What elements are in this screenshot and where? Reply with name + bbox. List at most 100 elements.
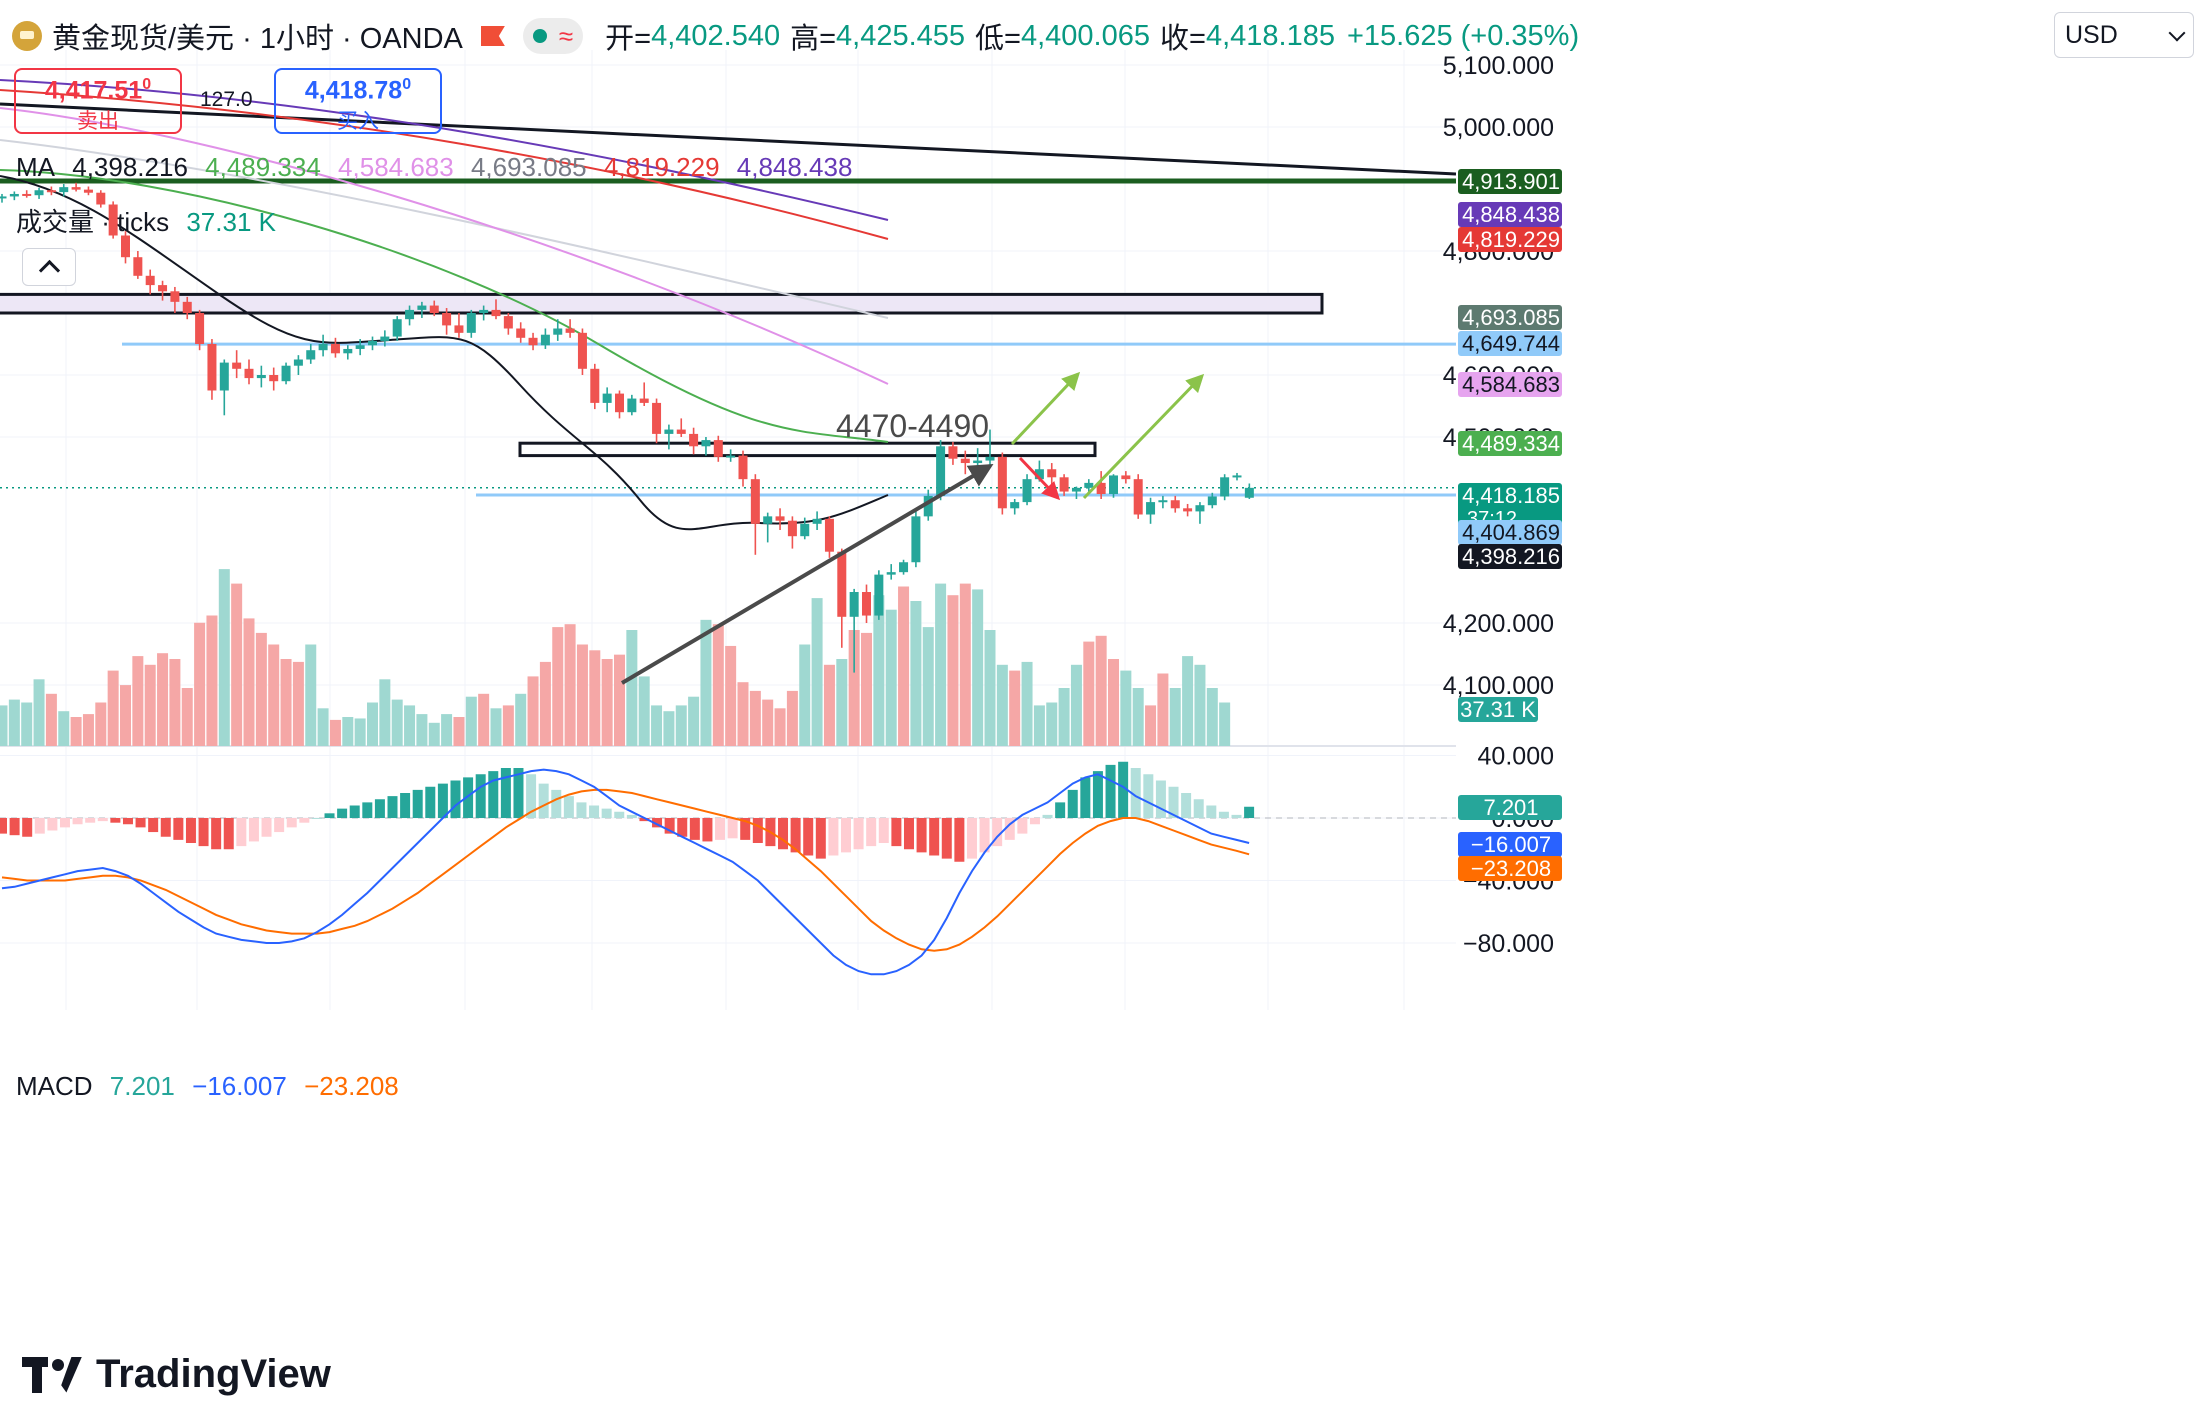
candle-body	[454, 325, 464, 333]
macd-hist-bar	[1042, 814, 1053, 818]
volume-bar	[21, 702, 33, 746]
candle	[207, 339, 217, 400]
candle	[615, 390, 624, 419]
volume-bar	[292, 661, 304, 746]
macd-hist-bar	[1105, 764, 1116, 818]
volume-bar	[1120, 670, 1132, 746]
candle	[0, 193, 7, 203]
candle-body	[46, 190, 56, 193]
candle	[34, 187, 44, 199]
macd-hist-bar	[1155, 780, 1166, 818]
candle	[639, 382, 649, 406]
candle-body	[738, 455, 748, 480]
candle	[652, 398, 662, 444]
candle-body	[22, 193, 32, 196]
candle-body	[269, 375, 279, 382]
candle	[1022, 474, 1032, 506]
price-label: 4,398.216	[1458, 544, 1562, 569]
ma-value-5: 4,819.229	[603, 152, 720, 182]
change-value: +15.625 (+0.35%)	[1346, 19, 1580, 52]
candle-body	[1195, 505, 1205, 512]
macd-hist-bar	[59, 818, 70, 828]
ma-line-4	[0, 107, 889, 385]
macd-hist-bar	[526, 774, 537, 818]
candle	[83, 186, 93, 196]
candle-body	[664, 429, 674, 434]
tradingview-logo[interactable]: TradingView	[22, 1352, 331, 1397]
volume-legend-label: 成交量 · ticks	[16, 207, 170, 237]
ma-line-3	[0, 139, 889, 319]
candle	[787, 516, 797, 549]
macd-hist-bar	[1206, 805, 1217, 818]
candle-body	[689, 433, 699, 447]
volume-bar	[1033, 705, 1045, 746]
candle-body	[565, 328, 575, 333]
volume-bar	[922, 627, 934, 746]
candle	[911, 511, 921, 568]
volume-bar	[861, 632, 872, 746]
macd-hist-bar	[752, 818, 763, 843]
macd-hist-bar	[412, 789, 423, 818]
macd-hist-bar	[815, 818, 826, 859]
buy-price-sup: 0	[402, 76, 412, 93]
price-label-text: 4,489.334	[1462, 431, 1560, 456]
volume-bar	[1021, 661, 1033, 746]
volume-bar	[1219, 702, 1231, 746]
flag-icon	[480, 26, 505, 46]
sell-button[interactable]: 4,417.510 卖出	[14, 68, 182, 134]
candle-body	[330, 344, 340, 354]
candle	[96, 190, 106, 208]
candle-body	[417, 305, 427, 310]
buy-button[interactable]: 4,418.780 买入	[274, 68, 442, 134]
volume-bar	[157, 653, 169, 746]
volume-bar	[342, 717, 354, 746]
ma-value-4: 4,693.085	[470, 152, 587, 182]
volume-bar	[663, 711, 675, 746]
candle-body	[1170, 500, 1180, 509]
candle	[1121, 471, 1131, 484]
candle-body	[1071, 487, 1081, 492]
volume-bar	[243, 618, 255, 746]
collapse-legend-button[interactable]	[22, 248, 76, 286]
volume-bar	[120, 685, 131, 746]
candle	[1158, 495, 1168, 509]
macd-hist-bar	[387, 796, 398, 818]
macd-legend[interactable]: MACD 7.201 −16.007 −23.208	[16, 1071, 409, 1102]
volume-bar	[984, 630, 996, 746]
volume-bar	[70, 717, 82, 746]
macd-hist-bar	[563, 796, 574, 818]
candle-body	[775, 516, 785, 521]
candle	[46, 186, 56, 196]
candle	[676, 418, 686, 437]
volume-bar	[614, 654, 625, 746]
candle	[1170, 495, 1180, 513]
currency-select[interactable]: USD	[2054, 12, 2194, 58]
sell-price: 4,417.51	[44, 76, 143, 105]
candle	[182, 296, 192, 320]
zone-annotation: 4470-4490	[836, 408, 989, 444]
volume-legend[interactable]: 成交量 · ticks 37.31 K	[16, 202, 286, 239]
candle-body	[1146, 502, 1156, 515]
candle	[886, 564, 896, 580]
candle-body	[540, 334, 550, 346]
ma-legend[interactable]: MA 4,398.216 4,489.334 4,584.683 4,693.0…	[16, 152, 862, 183]
candle	[429, 300, 439, 317]
macd-signal-line	[1, 788, 1250, 952]
volume-bar	[82, 714, 94, 746]
candle-body	[182, 301, 192, 313]
macd-hist-bar	[1029, 818, 1040, 825]
volume-bar	[898, 586, 910, 746]
candle	[577, 328, 587, 375]
volume-bar	[712, 624, 724, 746]
candle	[923, 489, 933, 521]
volume-bar	[1095, 635, 1107, 746]
market-status-pill[interactable]: ≈	[522, 18, 584, 54]
ma-value-1: 4,398.216	[72, 152, 188, 182]
volume-bar	[58, 711, 70, 746]
volume-bar	[255, 632, 267, 746]
candle-body	[713, 440, 723, 457]
candle-body	[368, 340, 377, 346]
volume-bar	[638, 676, 650, 746]
symbol-title[interactable]: 黄金现货/美元 · 1小时 · OANDA	[52, 23, 463, 55]
